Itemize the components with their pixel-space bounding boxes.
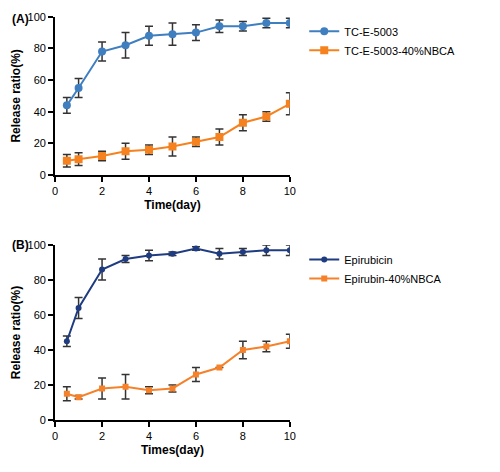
svg-text:40: 40 — [34, 106, 46, 118]
svg-text:0: 0 — [52, 185, 58, 197]
svg-text:Times(day): Times(day) — [141, 443, 204, 457]
svg-text:8: 8 — [240, 430, 246, 442]
svg-text:2: 2 — [99, 185, 105, 197]
svg-text:8: 8 — [240, 185, 246, 197]
svg-text:20: 20 — [34, 137, 46, 149]
svg-text:Epirubicin: Epirubicin — [344, 254, 392, 266]
svg-text:10: 10 — [284, 185, 296, 197]
svg-text:6: 6 — [193, 185, 199, 197]
svg-text:6: 6 — [193, 430, 199, 442]
svg-text:Epirubin-40%NBCA: Epirubin-40%NBCA — [344, 273, 441, 285]
svg-text:100: 100 — [28, 11, 46, 23]
svg-text:60: 60 — [34, 309, 46, 321]
svg-text:TC-E-5003-40%NBCA: TC-E-5003-40%NBCA — [344, 45, 455, 57]
svg-text:TC-E-5003: TC-E-5003 — [344, 26, 398, 38]
svg-text:Release ratio(%): Release ratio(%) — [9, 49, 23, 142]
svg-text:2: 2 — [99, 430, 105, 442]
svg-text:80: 80 — [34, 42, 46, 54]
svg-text:4: 4 — [146, 430, 152, 442]
svg-text:4: 4 — [146, 185, 152, 197]
svg-text:100: 100 — [28, 239, 46, 251]
svg-text:10: 10 — [284, 430, 296, 442]
svg-text:(B): (B) — [12, 238, 29, 252]
svg-text:0: 0 — [40, 169, 46, 181]
svg-text:40: 40 — [34, 344, 46, 356]
svg-text:(A): (A) — [12, 12, 29, 26]
svg-text:0: 0 — [52, 430, 58, 442]
svg-text:Time(day): Time(day) — [144, 198, 200, 212]
svg-text:80: 80 — [34, 274, 46, 286]
svg-text:Release ratio(%): Release ratio(%) — [9, 286, 23, 379]
svg-text:60: 60 — [34, 74, 46, 86]
svg-text:20: 20 — [34, 379, 46, 391]
svg-text:0: 0 — [40, 414, 46, 426]
